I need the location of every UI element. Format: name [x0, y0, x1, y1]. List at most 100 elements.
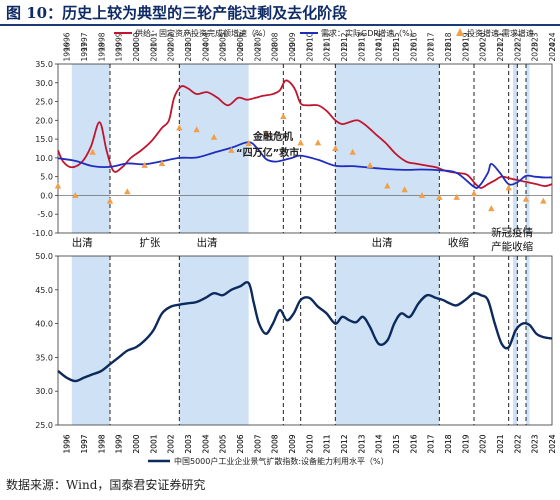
plot-frame — [57, 255, 553, 426]
diff-point — [262, 129, 270, 136]
x-tick-label: 2005 — [219, 434, 228, 453]
diff-point — [349, 148, 356, 155]
x-tick-label: 2021 — [496, 434, 505, 453]
x-tick-label: 2012 — [340, 32, 349, 51]
x-tick-label: 1996 — [63, 434, 72, 453]
diff-point — [332, 145, 339, 151]
y-tick-label: 35.0 — [35, 353, 53, 362]
x-tick-label: 2024 — [548, 434, 557, 453]
legend-label-diff: 投资增速-需求增速 — [467, 28, 534, 38]
x-tick-label: 1998 — [97, 434, 106, 453]
x-tick-label: 2000 — [132, 434, 141, 453]
x-tick-label: 2008 — [271, 434, 280, 453]
x-tick-label: 2017 — [427, 434, 436, 453]
x-tick-label: 1997 — [80, 434, 89, 453]
x-tick-label: 2007 — [253, 434, 262, 453]
y-tick-label: 0.0 — [40, 191, 53, 200]
x-tick-label: 2014 — [375, 32, 384, 51]
x-tick-label: 1999 — [115, 42, 124, 61]
x-tick-label: 2005 — [219, 434, 228, 453]
diff-point — [176, 124, 183, 131]
y-tick-label: 25.0 — [35, 421, 53, 430]
x-tick-label: 2005 — [219, 32, 228, 51]
diff-point — [89, 148, 96, 155]
x-tick-label: 2021 — [496, 32, 505, 51]
x-tick-label: 2007 — [253, 434, 262, 453]
y-tick-label: 30.0 — [35, 79, 53, 88]
plot-frame — [57, 63, 553, 234]
x-tick-label: 2023 — [531, 434, 540, 453]
x-tick-label: 2010 — [305, 42, 314, 61]
y-tick-label: -5.0 — [37, 210, 53, 219]
x-tick-label: 2018 — [444, 42, 453, 61]
x-tick-label: 2019 — [461, 32, 470, 51]
y-tick-label: 40.0 — [35, 320, 53, 329]
x-tick-label: 2001 — [149, 42, 158, 61]
y-tick-label: -10.0 — [32, 229, 53, 238]
legend-label-supply: 供给：固定资产投资完成额增速（%） — [135, 28, 271, 38]
diff-point — [505, 184, 512, 191]
x-tick-label: 2019 — [461, 434, 470, 453]
x-tick-label: 2010 — [305, 32, 314, 51]
x-tick-label: 2002 — [167, 32, 176, 51]
diff-point — [401, 186, 408, 193]
shaded-period — [513, 64, 518, 233]
x-tick-label: 2003 — [184, 42, 193, 61]
diff-point — [280, 113, 287, 120]
x-tick-label: 2015 — [392, 32, 401, 51]
x-tick-label: 1998 — [97, 42, 106, 61]
diff-point — [384, 182, 391, 189]
axes-frame — [55, 63, 553, 426]
x-tick-label: 2012 — [340, 42, 349, 61]
legend-top: 供给：固定资产投资完成额增速（%） 需求：实际GDP增速（%） 投资增速-需求增… — [114, 28, 534, 38]
x-tick-label: 2006 — [236, 42, 245, 61]
x-tick-label: 2019 — [461, 434, 470, 453]
x-tick-label: 2022 — [513, 42, 522, 61]
diff-point — [418, 191, 426, 198]
diff-point — [314, 139, 322, 146]
x-tick-label: 2023 — [531, 434, 540, 453]
y-tick-label: 45.0 — [35, 286, 53, 295]
x-tick-label: 2009 — [288, 42, 297, 61]
x-tick-label: 1997 — [80, 32, 89, 51]
figure-title: 图 10：历史上较为典型的三轮产能过剩及去化阶段 — [6, 4, 348, 22]
x-tick-label: 2013 — [357, 434, 366, 453]
shaded-periods — [71, 64, 530, 425]
legend-swatch-diff — [456, 28, 464, 36]
x-tick-label: 2017 — [427, 434, 436, 453]
stage-label: 出清 — [372, 236, 393, 249]
x-tick-label: 2009 — [288, 434, 297, 453]
diff-point — [488, 205, 495, 212]
x-tick-label: 2023 — [531, 32, 540, 51]
legend-bottom: 中国5000户工业企业景气扩散指数:设备能力利用水平（%） — [148, 456, 389, 466]
x-tick-label: 2014 — [375, 434, 384, 453]
y-tick-label: 25.0 — [35, 98, 53, 107]
x-tick-label: 2011 — [323, 42, 332, 61]
diff-point — [124, 188, 131, 195]
diff-point — [193, 126, 200, 133]
shaded-period — [513, 256, 518, 425]
x-tick-label: 2013 — [357, 42, 366, 61]
shaded-period — [179, 64, 249, 233]
x-tick-label: 2004 — [201, 32, 210, 51]
x-tick-label: 2010 — [305, 434, 314, 453]
legend-label-demand: 需求：实际GDP增速（%） — [321, 28, 418, 38]
x-tick-label: 2003 — [184, 434, 193, 453]
title-rule — [0, 24, 560, 26]
y-tick-label: 30.0 — [35, 387, 53, 396]
x-tick-label: 1999 — [115, 434, 124, 453]
diff-point — [453, 193, 460, 200]
x-tick-label: 2024 — [548, 32, 557, 51]
x-tick-label: 1997 — [80, 434, 89, 453]
x-tick-label: 2024 — [548, 42, 557, 61]
annotation-stimulus: “四万亿”救市 — [236, 146, 299, 159]
text-layer: -10.0 -5.0 0.0 5.0 10.0 15.0 20.0 25.0 30.0 35.0 1… — [32, 32, 557, 453]
x-tick-label: 2017 — [427, 32, 436, 51]
x-tick-label: 2021 — [496, 42, 505, 61]
y-tick-label: 20.0 — [35, 116, 53, 125]
data-source: 数据来源：Wind，国泰君安证券研究 — [6, 478, 206, 492]
x-tick-label: 2020 — [479, 42, 488, 61]
x-tick-label: 2021 — [496, 434, 505, 453]
y-tick-label: 50.0 — [35, 252, 53, 261]
x-tick-label: 2022 — [513, 434, 522, 453]
